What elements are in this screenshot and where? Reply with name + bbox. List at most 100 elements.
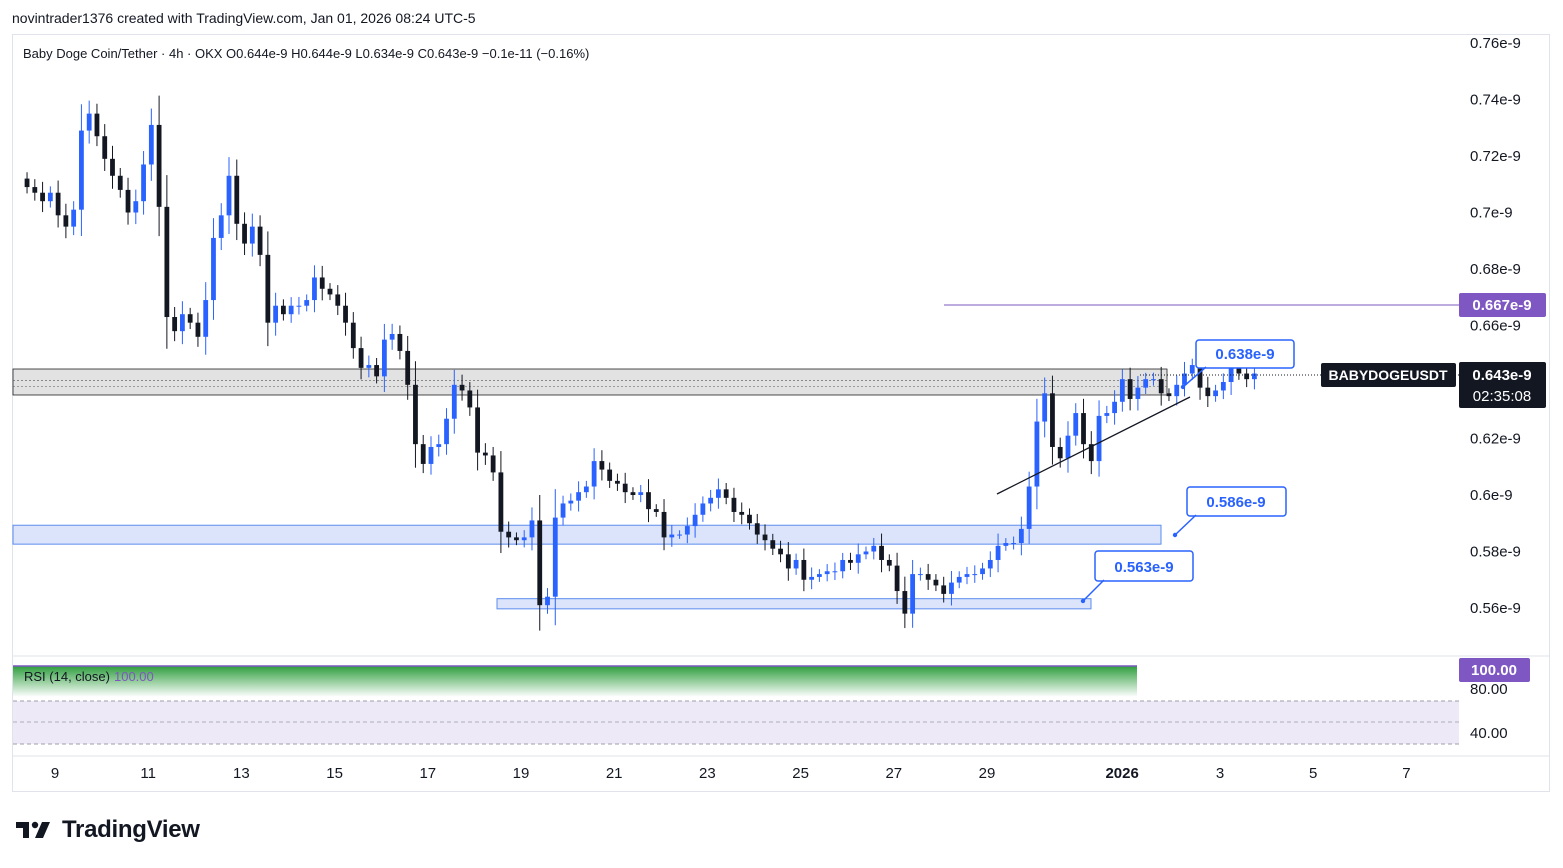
- candle-body: [242, 223, 247, 244]
- candle-body: [304, 300, 310, 306]
- rsi-pane[interactable]: 100.00 80.00 40.00: [13, 658, 1530, 745]
- callout-0563-text: 0.563e-9: [1114, 559, 1173, 576]
- candle-body: [964, 574, 970, 577]
- candle: [1104, 405, 1110, 424]
- candle-body: [110, 158, 115, 176]
- candle-body: [692, 514, 698, 527]
- candle-body: [79, 130, 84, 210]
- candle: [55, 180, 61, 228]
- candle-body: [482, 452, 488, 456]
- candle: [296, 296, 302, 315]
- candle-body: [312, 277, 317, 301]
- callout-0638[interactable]: 0.638e-9: [1180, 339, 1295, 390]
- rsi-value-badge-text: 100.00: [1471, 662, 1517, 679]
- candle: [374, 357, 380, 384]
- candle: [1112, 390, 1117, 425]
- candle-body: [816, 574, 822, 577]
- candle: [86, 100, 92, 144]
- candle: [397, 325, 403, 360]
- candle: [1189, 358, 1195, 380]
- candle: [141, 151, 146, 215]
- rsi-legend-value: 100.00: [113, 669, 154, 684]
- time-tick-label: 17: [419, 765, 436, 782]
- candle: [102, 124, 108, 171]
- symbol-legend[interactable]: Baby Doge Coin/Tether · 4h · OKX O0.644e…: [23, 46, 590, 61]
- candle-body: [1228, 365, 1234, 382]
- candle-body: [1166, 393, 1172, 397]
- candle-body: [723, 489, 729, 498]
- candle: [1065, 421, 1071, 473]
- candle: [413, 361, 418, 468]
- horizontal-zones: [12, 368, 1168, 610]
- candle: [195, 312, 201, 347]
- candle: [739, 502, 745, 525]
- candle: [327, 283, 333, 301]
- candle: [863, 546, 869, 560]
- candle: [242, 212, 247, 256]
- high-price-badge: 0.667e-9: [1459, 293, 1546, 317]
- price-tick-label: 0.7e-9: [1470, 205, 1513, 222]
- candle-body: [646, 492, 651, 510]
- candle: [1018, 516, 1024, 556]
- candle-body: [747, 514, 752, 524]
- support-zone-upper: [12, 524, 1162, 545]
- candle: [1205, 376, 1211, 408]
- candle: [405, 335, 411, 400]
- candle-body: [428, 446, 434, 464]
- candle: [1088, 431, 1094, 475]
- candle-body: [987, 559, 993, 569]
- time-tick-label: 15: [326, 765, 343, 782]
- candle: [933, 574, 939, 592]
- candle-body: [809, 576, 815, 580]
- callout-0638-dot: [1180, 384, 1186, 390]
- candle: [591, 448, 597, 500]
- candle: [1096, 400, 1102, 477]
- candle-body: [583, 486, 589, 493]
- price-tick-label: 0.6e-9: [1470, 487, 1513, 504]
- candle-body: [86, 113, 92, 131]
- candle: [552, 489, 558, 626]
- candle-body: [1096, 415, 1102, 462]
- candle-body: [716, 489, 721, 498]
- candle: [956, 571, 962, 589]
- candle-body: [638, 492, 644, 495]
- candle-body: [280, 305, 286, 315]
- candle: [117, 168, 123, 198]
- candle-body: [273, 305, 279, 323]
- candle: [288, 297, 294, 323]
- candle: [1127, 367, 1133, 411]
- candle: [164, 175, 170, 349]
- rsi-tick-80: 80.00: [1470, 681, 1508, 698]
- candle-body: [405, 350, 411, 385]
- candle-body: [995, 545, 1001, 560]
- rsi-legend[interactable]: RSI (14, close) 100.00: [24, 669, 154, 684]
- candle-body: [1073, 413, 1079, 436]
- candle-body: [319, 277, 325, 289]
- tradingview-logo[interactable]: TradingView: [16, 816, 200, 844]
- candle: [482, 443, 488, 465]
- ascending-trendline[interactable]: [996, 396, 1191, 495]
- candle: [785, 542, 791, 581]
- candle: [568, 493, 574, 511]
- candle-body: [1143, 379, 1149, 388]
- candle: [599, 450, 605, 481]
- candle: [762, 524, 768, 551]
- candle-body: [451, 384, 457, 419]
- callout-0563[interactable]: 0.563e-9: [1080, 550, 1194, 604]
- candle-body: [684, 526, 690, 535]
- time-tick-label: 19: [513, 765, 530, 782]
- candle-body: [358, 348, 364, 368]
- candle: [234, 159, 240, 241]
- price-tick-label: 0.56e-9: [1470, 600, 1521, 617]
- time-tick-label: 3: [1216, 765, 1224, 782]
- candle: [358, 336, 364, 380]
- candle: [521, 530, 527, 548]
- candle: [576, 481, 581, 512]
- candle-body: [226, 175, 232, 216]
- chart-frame: [12, 34, 1550, 792]
- candle-body: [1252, 373, 1257, 380]
- candle: [257, 215, 263, 267]
- callout-0586[interactable]: 0.586e-9: [1172, 486, 1287, 538]
- candle-body: [203, 300, 209, 337]
